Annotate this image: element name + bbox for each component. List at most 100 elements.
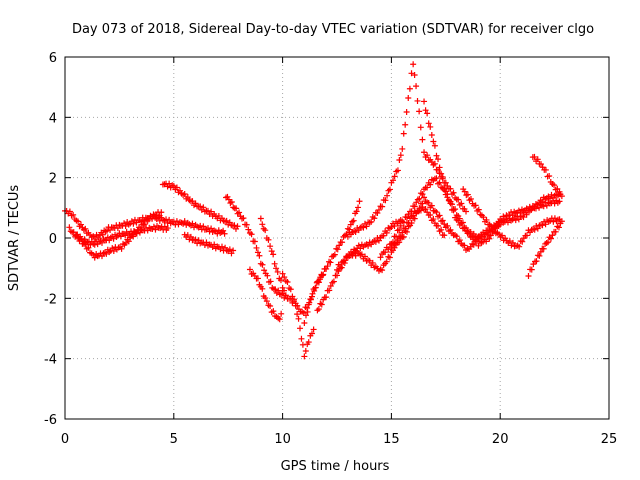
data-point bbox=[467, 195, 474, 202]
data-point bbox=[525, 272, 532, 279]
data-point bbox=[276, 316, 283, 323]
data-point bbox=[555, 224, 562, 231]
data-point bbox=[483, 238, 490, 245]
data-point bbox=[267, 303, 274, 310]
series-track-h bbox=[257, 215, 289, 299]
data-point bbox=[66, 224, 73, 231]
data-point bbox=[403, 228, 410, 235]
data-point bbox=[223, 217, 230, 224]
series-track-r bbox=[460, 186, 563, 250]
data-point bbox=[456, 237, 463, 244]
data-point bbox=[220, 227, 227, 234]
data-point bbox=[377, 254, 384, 261]
data-point bbox=[466, 228, 473, 235]
data-point bbox=[393, 233, 400, 240]
data-point bbox=[355, 204, 362, 211]
data-point bbox=[334, 246, 341, 253]
x-tick-label: 15 bbox=[383, 432, 400, 447]
data-point bbox=[545, 239, 552, 246]
data-point bbox=[275, 287, 282, 294]
data-point bbox=[483, 216, 490, 223]
data-point bbox=[391, 173, 398, 180]
data-point bbox=[540, 245, 547, 252]
data-point bbox=[400, 219, 407, 226]
data-point bbox=[272, 286, 279, 293]
data-point bbox=[246, 266, 253, 273]
data-point bbox=[189, 220, 196, 227]
series-track-d bbox=[159, 180, 241, 232]
data-point bbox=[542, 221, 549, 228]
data-point bbox=[408, 219, 415, 226]
data-point bbox=[442, 179, 449, 186]
data-point bbox=[417, 124, 424, 131]
data-point bbox=[270, 251, 277, 258]
data-points bbox=[62, 61, 565, 360]
plot-frame bbox=[64, 56, 610, 420]
data-point bbox=[281, 274, 288, 281]
y-tick-label: -2 bbox=[44, 292, 57, 307]
data-point bbox=[491, 225, 498, 232]
data-point bbox=[533, 258, 540, 265]
data-point bbox=[291, 296, 298, 303]
data-point bbox=[251, 238, 258, 245]
data-point bbox=[375, 206, 382, 213]
data-point bbox=[450, 207, 457, 214]
data-point bbox=[383, 229, 390, 236]
data-point bbox=[261, 267, 268, 274]
data-point bbox=[330, 278, 337, 285]
data-point bbox=[259, 261, 266, 268]
series-track-i bbox=[279, 270, 317, 360]
data-point bbox=[281, 287, 288, 294]
data-point bbox=[311, 287, 318, 294]
data-point bbox=[181, 218, 188, 225]
data-point bbox=[528, 206, 535, 213]
data-point bbox=[430, 216, 437, 223]
series-track-t bbox=[529, 153, 565, 200]
data-point bbox=[499, 232, 506, 239]
data-point bbox=[509, 239, 516, 246]
data-point bbox=[488, 223, 495, 230]
data-point bbox=[257, 215, 264, 222]
axis-ticks: 0 5 10 15 20 25 -6 -4 -2 0 2 4 6 bbox=[44, 51, 617, 447]
data-point bbox=[424, 110, 431, 117]
data-point bbox=[453, 233, 460, 240]
data-point bbox=[302, 348, 309, 355]
data-point bbox=[425, 120, 432, 127]
data-point bbox=[419, 200, 426, 207]
data-point bbox=[307, 296, 314, 303]
data-point bbox=[118, 245, 125, 252]
data-point bbox=[450, 189, 457, 196]
x-tick-label: 20 bbox=[492, 432, 509, 447]
data-point bbox=[149, 215, 156, 222]
data-point bbox=[422, 107, 429, 114]
data-point bbox=[461, 188, 468, 195]
data-point bbox=[262, 294, 269, 301]
data-point bbox=[357, 245, 364, 252]
data-point bbox=[344, 233, 351, 240]
data-point bbox=[414, 208, 421, 215]
data-point bbox=[416, 108, 423, 115]
x-tick-label: 10 bbox=[274, 432, 291, 447]
data-point bbox=[442, 188, 449, 195]
data-point bbox=[375, 237, 382, 244]
data-point bbox=[161, 223, 168, 230]
data-point bbox=[305, 339, 312, 346]
data-point bbox=[481, 231, 488, 238]
series-track-m bbox=[344, 61, 470, 240]
data-point bbox=[253, 244, 260, 251]
data-point bbox=[156, 212, 163, 219]
data-point bbox=[270, 308, 277, 315]
data-point bbox=[277, 277, 284, 284]
data-point bbox=[411, 71, 418, 78]
data-point bbox=[99, 231, 106, 238]
data-point bbox=[195, 237, 202, 244]
data-point bbox=[470, 241, 477, 248]
x-tick-label: 5 bbox=[170, 432, 178, 447]
data-point bbox=[414, 97, 421, 104]
data-point bbox=[516, 243, 523, 250]
data-point bbox=[536, 252, 543, 259]
data-point bbox=[366, 257, 373, 264]
data-point bbox=[439, 175, 446, 182]
data-point bbox=[282, 292, 289, 299]
data-point bbox=[408, 70, 415, 77]
